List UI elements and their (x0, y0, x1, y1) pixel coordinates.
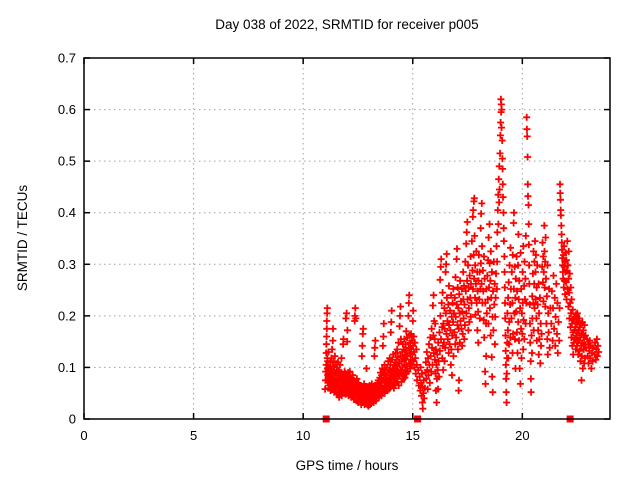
data-point-markers (321, 95, 603, 413)
y-tick-label: 0 (69, 412, 76, 427)
x-axis-label: GPS time / hours (296, 458, 399, 473)
x-tick-label: 20 (515, 428, 529, 443)
y-tick-label: 0.6 (58, 102, 76, 117)
y-tick-label: 0.5 (58, 154, 76, 169)
x-tick-label: 0 (80, 428, 87, 443)
y-axis-label: SRMTID / TECUs (15, 185, 30, 292)
gridlines (84, 58, 610, 419)
x-tick-label: 10 (296, 428, 310, 443)
plot-border (83, 57, 611, 420)
axes: 0 5 10 15 20 0 0.1 0.2 0.3 0.4 0.5 0.6 0.7 (58, 51, 611, 443)
x-tick-label: 5 (190, 428, 197, 443)
scatter-points (321, 95, 603, 423)
y-tick-label: 0.3 (58, 257, 76, 272)
chart-title: Day 038 of 2022, SRMTID for receiver p00… (215, 17, 478, 32)
y-tick-label: 0.7 (58, 51, 76, 66)
x-tick-label: 15 (406, 428, 420, 443)
y-tick-label: 0.4 (58, 205, 76, 220)
y-tick-label: 0.1 (58, 360, 76, 375)
y-tick-label: 0.2 (58, 308, 76, 323)
